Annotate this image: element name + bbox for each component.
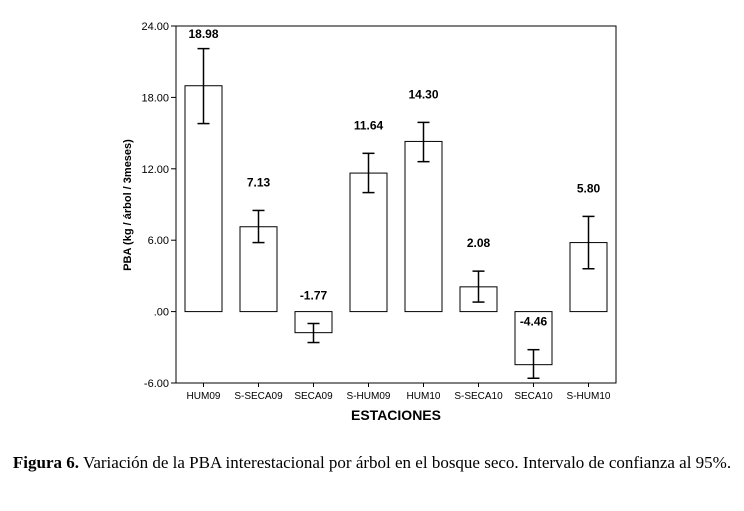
bars: 18.98 7.13 -1.77 11.64 14.30 2.08 -4.46 5.80 <box>184 27 608 379</box>
x-tick-label: S-HUM09 <box>347 391 391 402</box>
data-label: 11.64 <box>354 118 384 132</box>
y-tick-label: 6.00 <box>148 235 169 247</box>
x-axis: HUM09 S-SECA09 SECA09 S-HUM09 HUM10 S-SECA10 S… <box>187 383 611 402</box>
plot-area <box>175 25 617 384</box>
x-tick-label: S-HUM10 <box>567 391 611 402</box>
caption-text: Variación de la PBA interestacional por … <box>79 453 732 472</box>
caption-label: Figura 6. <box>12 453 80 472</box>
x-tick-label: SECA10 <box>514 391 553 402</box>
y-tick-label: 24.00 <box>141 21 169 33</box>
x-tick-label: S-SECA10 <box>454 391 503 402</box>
x-tick-label: S-SECA09 <box>234 391 283 402</box>
x-tick-label: HUM10 <box>407 391 441 402</box>
data-label: 5.80 <box>577 181 601 195</box>
x-tick-label: HUM09 <box>187 391 221 402</box>
y-tick-label: -6.00 <box>144 378 169 390</box>
bar <box>569 242 608 313</box>
x-axis-title: ESTACIONES <box>351 407 441 423</box>
data-label: -4.46 <box>520 315 548 329</box>
data-label: 18.98 <box>188 27 218 41</box>
bar-chart: -6.00 .00 6.00 12.00 18.00 24.00 HUM09 S-SECA0… <box>122 21 617 423</box>
data-label: 2.08 <box>467 236 491 250</box>
y-axis: -6.00 .00 6.00 12.00 18.00 24.00 <box>141 21 176 390</box>
x-tick-label: SECA09 <box>294 391 333 402</box>
y-axis-title: PBA (kg / árbol / 3meses) <box>122 139 134 271</box>
data-label: 7.13 <box>247 175 271 189</box>
data-label: 14.30 <box>408 87 438 101</box>
y-tick-label: 12.00 <box>141 164 169 176</box>
figure-caption: Figura 6. Variación de la PBA interestac… <box>0 452 744 473</box>
data-label: -1.77 <box>300 289 328 303</box>
bar <box>404 140 443 313</box>
y-tick-label: .00 <box>154 307 169 319</box>
y-tick-label: 18.00 <box>141 92 169 104</box>
bar <box>349 172 388 313</box>
